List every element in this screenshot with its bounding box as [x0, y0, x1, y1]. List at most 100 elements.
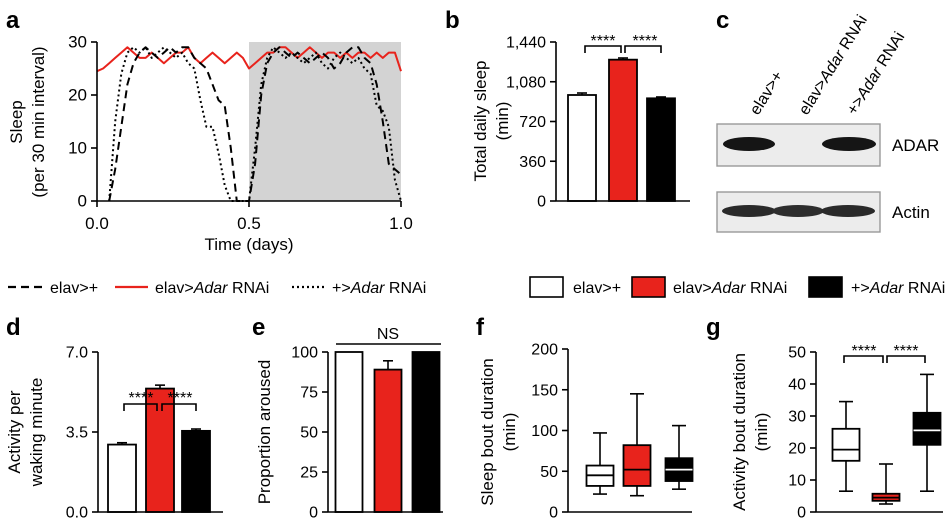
panel-b-ylabel-line1: Total daily sleep [471, 61, 490, 182]
panel-d-sig-brackets [123, 403, 197, 411]
panel-d-sig-right: **** [168, 390, 193, 407]
bar-3 [411, 351, 441, 513]
adar-band-lane-1 [723, 137, 775, 151]
y-tick-label: 30 [788, 409, 806, 426]
y-tick-label: 7.0 [66, 345, 88, 362]
legend-box-label-3: +>Adar RNAi [851, 280, 945, 297]
legend-swatch-white [529, 276, 564, 298]
panel-g-sig-brackets [843, 355, 926, 363]
legend-boxes: elav>+ elav>Adar RNAi +>Adar RNAi [529, 276, 945, 298]
y-tick-label: 20 [788, 441, 806, 458]
panel-f-y-ticks: 0 50 100 150 200 [531, 342, 568, 520]
panel-b: 0 360 720 1,080 1,440 **** **** Total daily … [471, 33, 690, 211]
panel-b-ylabel-line2: (min) [493, 102, 512, 141]
y-tick-label: 20 [68, 86, 87, 105]
bar-2 [373, 368, 403, 513]
panel-g: 0 10 20 30 40 50 **** **** Activity bout dura… [730, 343, 943, 520]
panel-a-ylabel-line1: Sleep [7, 100, 26, 143]
y-tick-label: 1,440 [506, 35, 546, 52]
y-tick-label: 0 [309, 505, 318, 520]
y-tick-label: 0 [797, 505, 806, 520]
panel-a-x-ticks: 0.0 0.5 1.0 [85, 201, 413, 233]
panel-letter-g: g [706, 314, 721, 341]
panel-b-y-ticks: 0 360 720 1,080 1,440 [506, 35, 556, 211]
panel-e: 0 25 50 75 100 NS Proportion aroused [255, 326, 443, 520]
series-line-0 [96, 46, 402, 73]
panel-a-xlabel: Time (days) [204, 235, 293, 254]
legend-line-label-3: +>Adar RNAi [332, 280, 426, 297]
y-tick-label: 360 [519, 154, 546, 171]
bar-1 [107, 443, 137, 513]
panel-f-ylabel-line1: Sleep bout duration [478, 358, 497, 505]
panel-e-y-ticks: 0 25 50 75 100 [291, 345, 328, 520]
bar-2 [608, 58, 638, 202]
y-tick-label: 0.0 [66, 505, 88, 520]
night-shading [249, 42, 401, 201]
panel-d-ylabel-line1: Activity per [5, 390, 24, 473]
y-tick-label: 75 [300, 385, 318, 402]
panel-letter-c: c [716, 7, 729, 34]
bar-3 [181, 429, 211, 513]
actin-band-lane-2 [772, 205, 824, 217]
series-line-1 [108, 46, 402, 202]
y-tick-label: 50 [540, 464, 558, 481]
legend-line-label-2: elav>Adar RNAi [155, 280, 269, 297]
bar-3 [646, 97, 676, 202]
y-tick-label: 25 [300, 465, 318, 482]
panel-letter-b: b [445, 7, 460, 34]
y-tick-label: 50 [300, 425, 318, 442]
box-3 [912, 411, 942, 446]
legend-lines: elav>+ elav>Adar RNAi +>Adar RNAi [8, 280, 426, 297]
y-tick-label: 0 [549, 505, 558, 520]
blot-label-actin: Actin [892, 203, 930, 222]
panel-letter-a: a [6, 7, 20, 34]
panel-d-y-ticks: 0.0 3.5 7.0 [66, 345, 98, 520]
panel-letter-f: f [476, 314, 485, 341]
blot-lane-label-1: elav>+ [747, 68, 787, 118]
panel-d-sig-left: **** [129, 390, 154, 407]
panel-g-ylabel-line1: Activity bout duration [730, 353, 749, 511]
y-tick-label: 200 [531, 342, 558, 359]
legend-swatch-black [808, 276, 843, 298]
y-tick-label: 1,080 [506, 74, 546, 91]
y-tick-label: 0 [537, 194, 546, 211]
y-tick-label: 100 [531, 423, 558, 440]
y-tick-label: 40 [788, 377, 806, 394]
bar-2 [145, 387, 175, 513]
panel-d: 0.0 3.5 7.0 **** **** Activity per waking … [5, 345, 223, 520]
blot-label-adar: ADAR [892, 136, 939, 155]
x-tick-label: 1.0 [389, 214, 413, 233]
y-tick-label: 3.5 [66, 425, 88, 442]
panel-f: 0 50 100 150 200 Sleep bout duration (min) [478, 342, 694, 520]
panel-f-ylabel-line2: (min) [500, 413, 519, 452]
adar-band-lane-3 [822, 137, 876, 151]
actin-band-lane-3 [821, 205, 875, 217]
bar-1 [567, 94, 597, 202]
panel-c: elav>+ elav>Adar RNAi +>Adar RNAi ADAR A… [716, 12, 939, 233]
y-tick-label: 30 [68, 33, 87, 52]
y-tick-label: 10 [788, 473, 806, 490]
y-tick-label: 10 [68, 139, 87, 158]
panel-a-ylabel-line2: (per 30 min interval) [29, 46, 48, 197]
y-tick-label: 150 [531, 382, 558, 399]
x-tick-label: 0.0 [85, 214, 109, 233]
panel-g-y-ticks: 0 10 20 30 40 50 [788, 345, 816, 520]
bar-1 [334, 351, 364, 513]
y-tick-label: 50 [788, 345, 806, 362]
y-tick-label: 0 [78, 192, 87, 211]
panel-b-sig-left: **** [591, 33, 616, 50]
legend-box-label-2: elav>Adar RNAi [673, 280, 787, 297]
panel-b-bars [567, 57, 676, 202]
panel-e-ylabel: Proportion aroused [255, 360, 274, 505]
panel-a: 0 10 20 30 0.0 0.5 1.0 Sleep (per 30 min inte… [7, 33, 413, 255]
panel-g-boxes [831, 373, 942, 505]
series-line-2 [108, 46, 402, 202]
panel-e-ns-label: NS [377, 326, 399, 343]
panel-a-y-ticks: 0 10 20 30 [68, 33, 97, 211]
legend-swatch-red [631, 276, 666, 298]
legend-line-label-1: elav>+ [50, 280, 98, 297]
y-tick-label: 100 [291, 345, 318, 362]
x-tick-label: 0.5 [237, 214, 261, 233]
box-1 [831, 427, 861, 462]
